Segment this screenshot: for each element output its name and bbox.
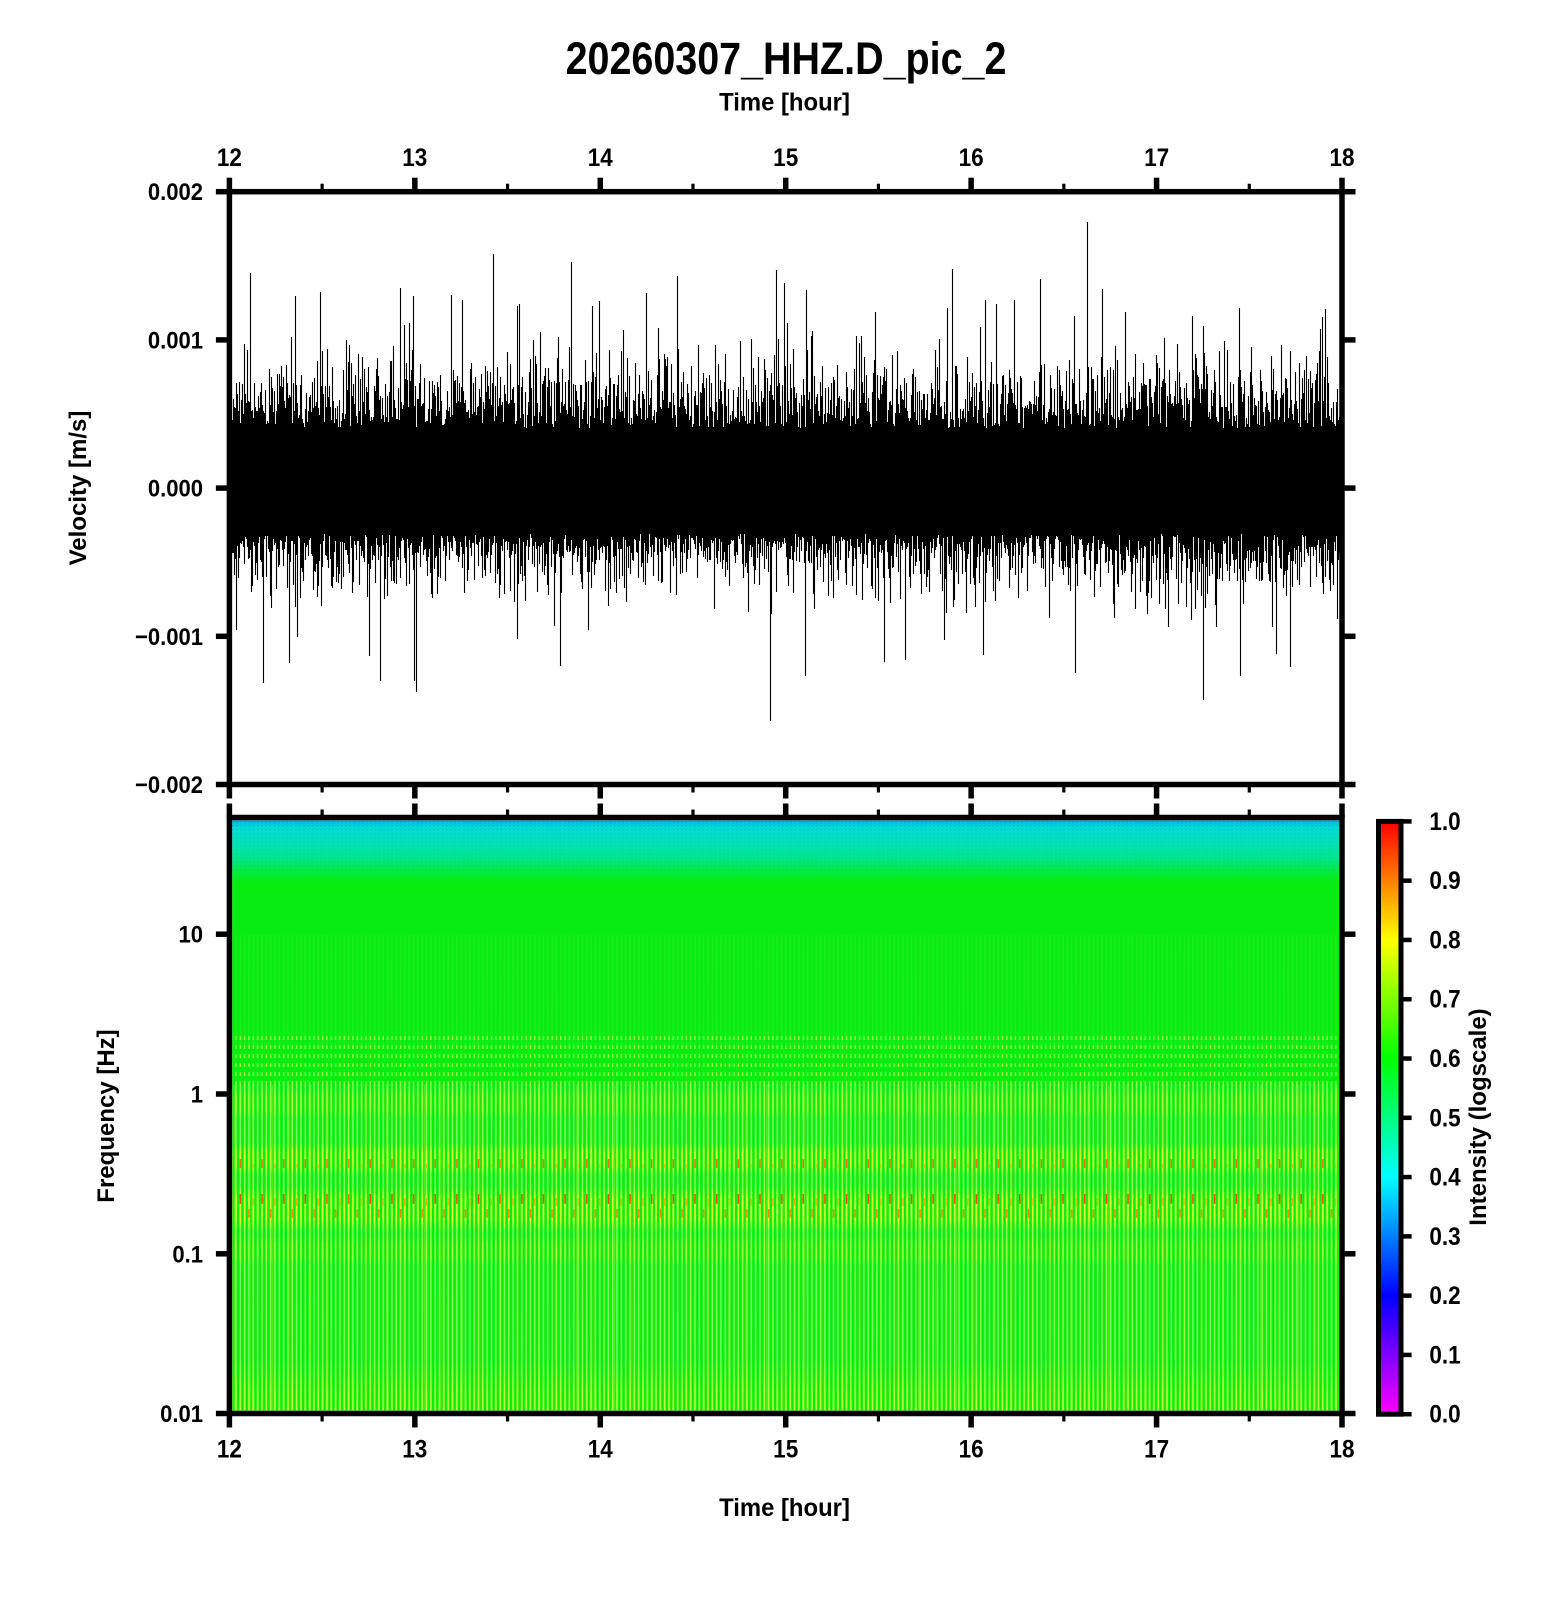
svg-text:0.4: 0.4 (1429, 1164, 1461, 1192)
svg-text:0.5: 0.5 (1429, 1104, 1460, 1132)
svg-text:Time [hour]: Time [hour] (719, 1495, 850, 1523)
svg-text:Velocity [m/s]: Velocity [m/s] (65, 411, 92, 566)
svg-text:0.7: 0.7 (1429, 986, 1460, 1014)
svg-text:14: 14 (588, 1435, 614, 1463)
svg-text:0.6: 0.6 (1429, 1045, 1460, 1073)
svg-text:0.9: 0.9 (1429, 867, 1460, 895)
svg-text:0.2: 0.2 (1429, 1282, 1460, 1310)
svg-text:−0.002: −0.002 (135, 771, 203, 798)
svg-text:0.01: 0.01 (160, 1400, 203, 1427)
svg-text:18: 18 (1329, 1435, 1354, 1463)
svg-text:0.8: 0.8 (1429, 926, 1460, 954)
svg-text:−0.001: −0.001 (135, 623, 203, 650)
svg-text:0.002: 0.002 (148, 178, 203, 205)
svg-text:18: 18 (1329, 144, 1354, 172)
svg-text:0.001: 0.001 (148, 326, 203, 353)
svg-text:12: 12 (217, 1435, 242, 1463)
svg-text:0.0: 0.0 (1429, 1401, 1460, 1429)
svg-text:15: 15 (773, 144, 798, 172)
svg-text:17: 17 (1144, 144, 1169, 172)
svg-text:1: 1 (191, 1080, 203, 1107)
svg-text:20260307_HHZ.D_pic_2: 20260307_HHZ.D_pic_2 (566, 34, 1007, 84)
svg-text:10: 10 (178, 921, 203, 948)
svg-text:Frequency [Hz]: Frequency [Hz] (93, 1029, 120, 1202)
svg-text:Time [hour]: Time [hour] (719, 89, 850, 117)
svg-text:1.0: 1.0 (1429, 808, 1460, 836)
svg-text:17: 17 (1144, 1435, 1169, 1463)
svg-text:16: 16 (959, 144, 984, 172)
svg-text:15: 15 (773, 1435, 798, 1463)
svg-text:13: 13 (402, 1435, 427, 1463)
svg-text:0.3: 0.3 (1429, 1223, 1460, 1251)
svg-text:0.1: 0.1 (1429, 1341, 1460, 1369)
svg-text:0.000: 0.000 (148, 475, 203, 502)
svg-text:Intensity (logscale): Intensity (logscale) (1465, 1008, 1492, 1225)
svg-text:14: 14 (588, 144, 614, 172)
svg-text:0.1: 0.1 (172, 1240, 203, 1267)
svg-text:12: 12 (217, 144, 242, 172)
svg-text:13: 13 (402, 144, 427, 172)
svg-text:16: 16 (959, 1435, 984, 1463)
